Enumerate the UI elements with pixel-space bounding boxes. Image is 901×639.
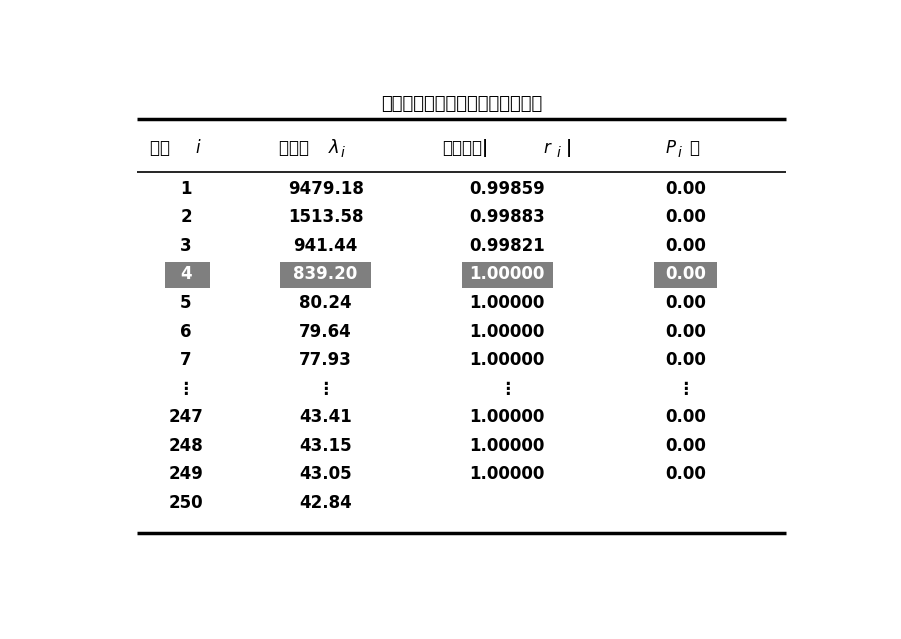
Text: 7: 7 xyxy=(180,351,192,369)
Text: 0.00: 0.00 xyxy=(665,265,705,284)
Text: 值: 值 xyxy=(689,139,699,157)
Text: ⋮: ⋮ xyxy=(499,380,515,397)
Text: |: | xyxy=(566,139,571,157)
Text: 奇异值: 奇异值 xyxy=(279,139,315,157)
Text: 80.24: 80.24 xyxy=(299,294,352,312)
Text: 1.00000: 1.00000 xyxy=(469,465,545,483)
Text: 5: 5 xyxy=(180,294,192,312)
Text: $\lambda$: $\lambda$ xyxy=(328,139,340,157)
Text: $i$: $i$ xyxy=(556,146,561,160)
Text: 77.93: 77.93 xyxy=(299,351,352,369)
Text: 1.00000: 1.00000 xyxy=(469,408,545,426)
Text: 0.00: 0.00 xyxy=(665,208,705,226)
Text: 1.00000: 1.00000 xyxy=(469,436,545,455)
Text: 839.20: 839.20 xyxy=(294,265,358,284)
Text: 941.44: 941.44 xyxy=(294,237,358,255)
Text: 0.00: 0.00 xyxy=(665,323,705,341)
Text: ⋮: ⋮ xyxy=(677,380,694,397)
Text: 0.99883: 0.99883 xyxy=(469,208,545,226)
Text: ⋮: ⋮ xyxy=(317,380,334,397)
Text: ⋮: ⋮ xyxy=(177,380,195,397)
Text: 0.00: 0.00 xyxy=(665,436,705,455)
Text: 79.64: 79.64 xyxy=(299,323,352,341)
Text: 0.00: 0.00 xyxy=(665,351,705,369)
Text: 249: 249 xyxy=(168,465,204,483)
Text: $i$: $i$ xyxy=(678,146,683,160)
Bar xyxy=(280,263,371,288)
Text: 0.00: 0.00 xyxy=(665,465,705,483)
Text: 1.00000: 1.00000 xyxy=(469,351,545,369)
Text: 0.99821: 0.99821 xyxy=(469,237,545,255)
Text: 43.41: 43.41 xyxy=(299,408,352,426)
Text: $P$: $P$ xyxy=(665,139,678,157)
Text: 1: 1 xyxy=(180,180,192,198)
Text: 43.05: 43.05 xyxy=(299,465,352,483)
Text: 248: 248 xyxy=(168,436,204,455)
Text: 9479.18: 9479.18 xyxy=(287,180,363,198)
Text: 1.00000: 1.00000 xyxy=(469,265,545,284)
Text: 0.00: 0.00 xyxy=(665,180,705,198)
Text: 1513.58: 1513.58 xyxy=(287,208,363,226)
Text: 247: 247 xyxy=(168,408,204,426)
Bar xyxy=(654,263,716,288)
Text: 2: 2 xyxy=(180,208,192,226)
Text: 0.00: 0.00 xyxy=(665,408,705,426)
Text: 0.00: 0.00 xyxy=(665,237,705,255)
Text: $i$: $i$ xyxy=(196,139,202,157)
Text: 1.00000: 1.00000 xyxy=(469,294,545,312)
Text: 相关系数|: 相关系数| xyxy=(442,139,488,157)
Text: 3: 3 xyxy=(180,237,192,255)
Text: $r$: $r$ xyxy=(542,139,552,157)
Text: 序号: 序号 xyxy=(150,139,176,157)
Text: $i$: $i$ xyxy=(341,146,346,160)
Text: 0.99859: 0.99859 xyxy=(469,180,545,198)
Text: 0.00: 0.00 xyxy=(665,294,705,312)
Bar xyxy=(461,263,552,288)
Text: 4: 4 xyxy=(180,265,192,284)
Bar xyxy=(165,263,211,288)
Text: 42.84: 42.84 xyxy=(299,494,352,512)
Text: 1.00000: 1.00000 xyxy=(469,323,545,341)
Text: 250: 250 xyxy=(168,494,204,512)
Text: 43.15: 43.15 xyxy=(299,436,352,455)
Text: 6: 6 xyxy=(180,323,192,341)
Text: 静态实测数据集相关系数计算结果: 静态实测数据集相关系数计算结果 xyxy=(381,95,542,112)
